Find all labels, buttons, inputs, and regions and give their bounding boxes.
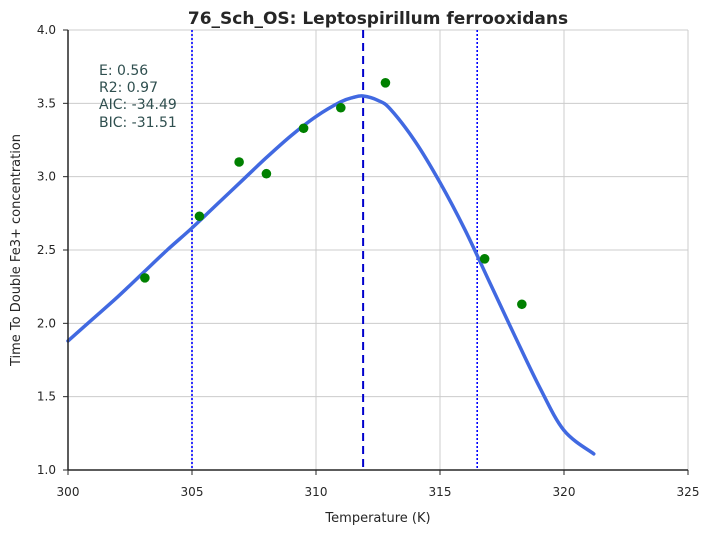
y-tick-label: 2.5 bbox=[37, 243, 56, 257]
stat-bic: BIC: -31.51 bbox=[99, 115, 177, 131]
grid-layer bbox=[68, 29, 689, 470]
data-point bbox=[234, 157, 244, 167]
data-point bbox=[517, 299, 527, 310]
data-points-layer bbox=[140, 78, 527, 310]
y-tick-label: 3.0 bbox=[37, 170, 56, 184]
stat-e: E: 0.56 bbox=[99, 63, 148, 79]
tick-labels: 300 305 310 315 320 325 1.0 1.5 2.0 2.5 3.0 3.5 4.0 bbox=[37, 23, 700, 499]
x-tick-label: 310 bbox=[305, 485, 328, 499]
data-point bbox=[336, 102, 346, 113]
data-point bbox=[194, 211, 205, 222]
chart-title: 76_Sch_OS: Leptospirillum ferrooxidans bbox=[188, 9, 568, 29]
y-tick-label: 1.0 bbox=[37, 463, 56, 477]
x-tick-label: 315 bbox=[429, 485, 452, 499]
y-axis-label: Time To Double Fe3+ concentration bbox=[9, 134, 24, 367]
data-point bbox=[298, 123, 309, 134]
data-point bbox=[380, 78, 391, 88]
vertical-lines bbox=[191, 30, 479, 470]
stat-r2: R2: 0.97 bbox=[99, 80, 158, 96]
x-tick-label: 325 bbox=[677, 485, 700, 499]
fit-curve bbox=[66, 94, 596, 456]
data-point bbox=[479, 253, 490, 264]
y-tick-label: 4.0 bbox=[37, 23, 56, 37]
data-point bbox=[140, 273, 150, 283]
stats-box: E: 0.56 R2: 0.97 AIC: -34.49 BIC: -31.51 bbox=[99, 63, 177, 131]
x-tick-label: 305 bbox=[181, 485, 204, 499]
x-tick-label: 300 bbox=[57, 485, 80, 499]
y-tick-label: 3.5 bbox=[37, 96, 56, 110]
x-tick-label: 320 bbox=[553, 485, 576, 499]
data-point bbox=[261, 168, 272, 179]
x-axis-label: Temperature (K) bbox=[324, 511, 430, 526]
fit-curve-layer bbox=[66, 94, 596, 456]
stat-aic: AIC: -34.49 bbox=[99, 97, 177, 113]
y-tick-label: 2.0 bbox=[37, 316, 56, 330]
axes bbox=[63, 29, 689, 475]
y-tick-label: 1.5 bbox=[37, 390, 56, 404]
